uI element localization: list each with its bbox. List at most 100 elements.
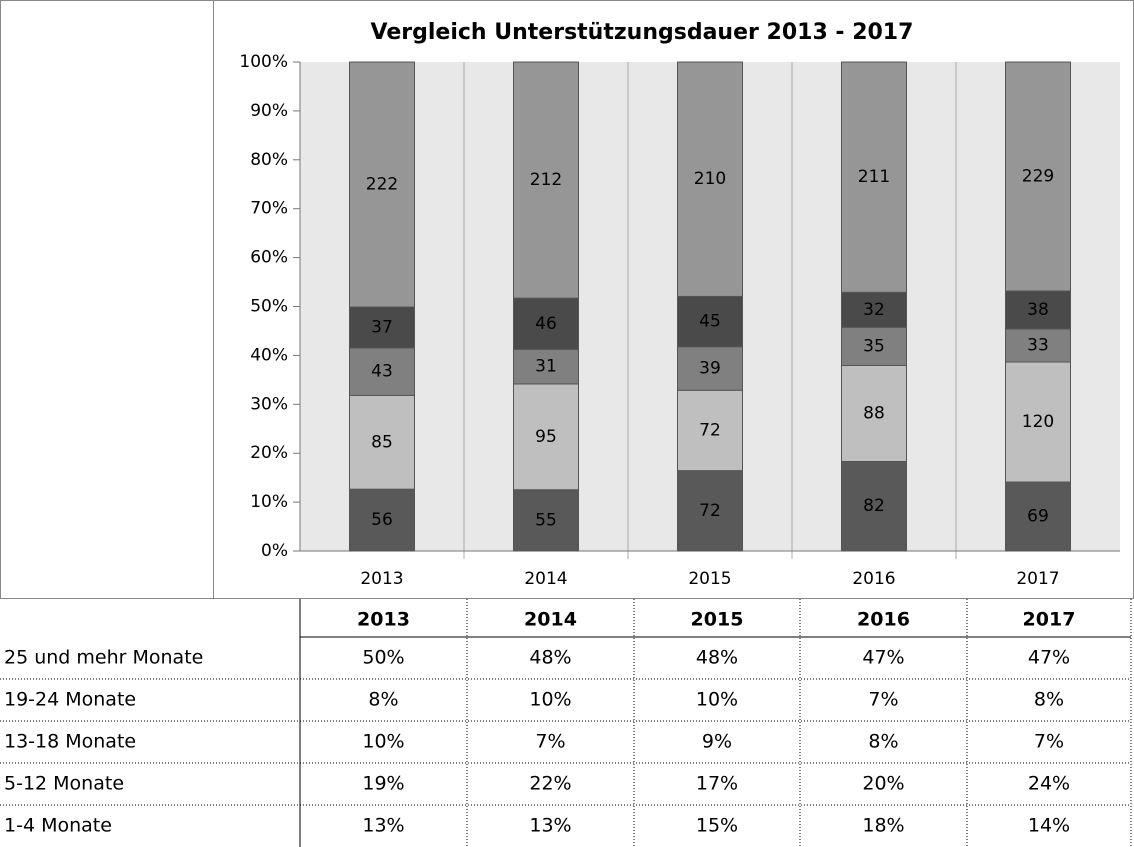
bar-segment — [841, 291, 907, 328]
bar-segment — [349, 347, 415, 396]
data-label: 32 — [863, 300, 885, 320]
row-label: 19-24 Monate — [4, 689, 136, 711]
table-cell: 8% — [868, 731, 898, 753]
row-label: 25 und mehr Monate — [4, 647, 203, 669]
table-cell: 13% — [529, 815, 571, 837]
y-tick-label: 50% — [250, 297, 288, 317]
y-tick-label: 0% — [261, 541, 288, 561]
data-label: 31 — [535, 357, 557, 377]
table-cell: 10% — [529, 689, 571, 711]
table-cell: 15% — [696, 815, 738, 837]
chart-title: Vergleich Unterstützungsdauer 2013 - 201… — [371, 20, 914, 45]
table-cell: 19% — [362, 773, 404, 795]
data-label: 37 — [371, 317, 393, 337]
table-cell: 10% — [362, 731, 404, 753]
table-cell: 7% — [868, 689, 898, 711]
data-label: 55 — [535, 510, 557, 530]
y-tick-label: 70% — [250, 199, 288, 219]
data-label: 88 — [863, 403, 885, 423]
bar-segment — [349, 306, 415, 349]
bar-segment — [513, 383, 579, 491]
data-label: 211 — [858, 167, 890, 187]
data-label: 82 — [863, 496, 885, 516]
data-label: 45 — [699, 312, 721, 332]
bar-segment — [841, 61, 907, 293]
data-label: 229 — [1022, 167, 1054, 187]
bar-segment — [513, 348, 579, 385]
table-header: 2017 — [1023, 609, 1076, 631]
table-cell: 48% — [529, 647, 571, 669]
bar-segment — [1005, 361, 1071, 483]
bar-segment — [349, 488, 415, 552]
bar-segment — [841, 364, 907, 462]
data-label: 72 — [699, 501, 721, 521]
table-cell: 7% — [535, 731, 565, 753]
y-tick-label: 100% — [239, 52, 288, 72]
x-tick-label: 2013 — [360, 569, 403, 589]
table-header: 2016 — [857, 609, 910, 631]
table-header: 2015 — [691, 609, 744, 631]
data-label: 43 — [371, 362, 393, 382]
table-cell: 7% — [1034, 731, 1064, 753]
table-cell: 9% — [702, 731, 732, 753]
table-cell: 20% — [862, 773, 904, 795]
table-cell: 47% — [1028, 647, 1070, 669]
data-label: 95 — [535, 427, 557, 447]
bar-segment — [513, 61, 579, 299]
table-cell: 14% — [1028, 815, 1070, 837]
data-label: 222 — [366, 175, 398, 195]
data-label: 35 — [863, 336, 885, 356]
table-header: 2014 — [524, 609, 577, 631]
bar-segment — [513, 489, 579, 552]
x-tick-label: 2014 — [524, 569, 567, 589]
data-label: 38 — [1027, 300, 1049, 320]
x-tick-label: 2015 — [688, 569, 731, 589]
table-cell: 18% — [862, 815, 904, 837]
data-label: 72 — [699, 420, 721, 440]
y-tick-label: 20% — [250, 443, 288, 463]
table-cell: 48% — [696, 647, 738, 669]
data-label: 33 — [1027, 336, 1049, 356]
bar-segment — [841, 460, 907, 552]
table-cell: 10% — [696, 689, 738, 711]
table-cell: 22% — [529, 773, 571, 795]
y-tick-label: 80% — [250, 150, 288, 170]
bar-segment — [349, 394, 415, 490]
y-tick-label: 60% — [250, 248, 288, 268]
row-label: 13-18 Monate — [4, 731, 136, 753]
data-label: 212 — [530, 170, 562, 190]
bar-segment — [1005, 61, 1071, 292]
x-tick-label: 2016 — [852, 569, 895, 589]
table-cell: 47% — [862, 647, 904, 669]
bar-segment — [1005, 328, 1071, 363]
table-cell: 17% — [696, 773, 738, 795]
data-label: 120 — [1022, 412, 1054, 432]
bar-segment — [677, 470, 743, 552]
y-tick-label: 90% — [250, 101, 288, 121]
table-cell: 8% — [1034, 689, 1064, 711]
row-label: 1-4 Monate — [4, 815, 112, 837]
table-cell: 13% — [362, 815, 404, 837]
bar-segment — [1005, 481, 1071, 552]
bar-segment — [677, 295, 743, 348]
bar-segment — [349, 61, 415, 308]
y-tick-label: 40% — [250, 345, 288, 365]
row-label: 5-12 Monate — [4, 773, 124, 795]
data-label: 39 — [699, 358, 721, 378]
data-label: 85 — [371, 432, 393, 452]
table-header: 2013 — [357, 609, 410, 631]
table-cell: 8% — [368, 689, 398, 711]
data-label: 210 — [694, 169, 726, 189]
bar-segment — [677, 61, 743, 297]
y-tick-label: 10% — [250, 492, 288, 512]
bar-segment — [677, 389, 743, 472]
data-label: 69 — [1027, 507, 1049, 527]
data-label: 46 — [535, 314, 557, 334]
data-label: 56 — [371, 510, 393, 530]
table-cell: 50% — [362, 647, 404, 669]
y-tick-label: 30% — [250, 394, 288, 414]
bar-segment — [677, 346, 743, 391]
table-cell: 24% — [1028, 773, 1070, 795]
